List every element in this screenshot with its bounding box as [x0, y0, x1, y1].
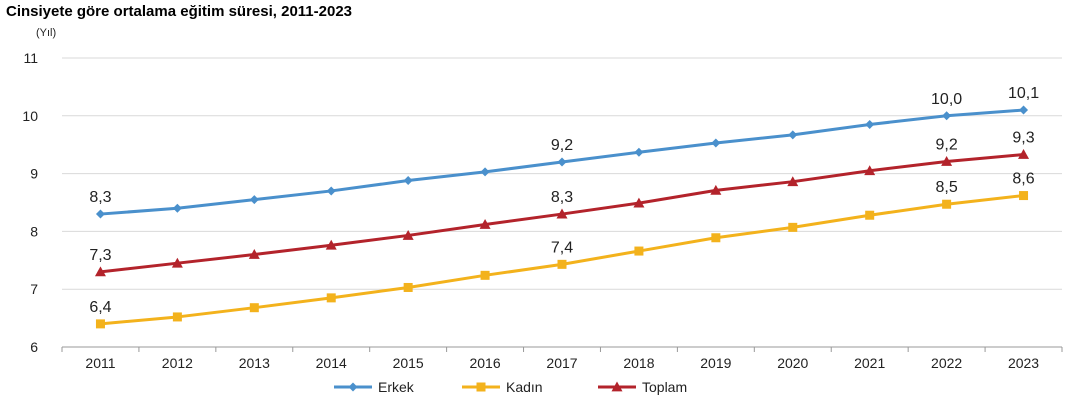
- y-tick-label: 9: [30, 166, 38, 182]
- data-point-erkek: [634, 147, 644, 157]
- data-point-toplam: [248, 249, 260, 259]
- x-tick-label: 2018: [623, 355, 654, 371]
- data-point-kad-n: [557, 259, 567, 269]
- legend: Erkek Kadın Toplam: [334, 379, 687, 395]
- data-point-kad-n: [711, 233, 721, 243]
- x-tick-label: 2021: [854, 355, 885, 371]
- data-point-erkek: [326, 186, 336, 196]
- x-tick-label: 2023: [1008, 355, 1039, 371]
- y-tick-label: 6: [30, 339, 38, 355]
- data-point-kad-n: [480, 270, 490, 280]
- data-point-toplam: [325, 239, 337, 250]
- x-tick-label: 2016: [469, 355, 500, 371]
- data-point-erkek: [480, 167, 490, 177]
- data-label-erkek: 10,0: [931, 91, 962, 108]
- data-point-kad-n: [1019, 191, 1029, 201]
- y-tick-label: 10: [22, 108, 38, 124]
- data-point-toplam: [941, 155, 953, 166]
- x-tick-label: 2017: [546, 355, 577, 371]
- legend-label-erkek: Erkek: [378, 379, 415, 395]
- data-point-erkek: [942, 111, 952, 121]
- gridlines: [62, 57, 1062, 290]
- data-label-toplam: 7,3: [89, 247, 111, 264]
- legend-label-toplam: Toplam: [642, 379, 687, 395]
- legend-marker-erkek: [348, 382, 358, 392]
- legend-marker-kad-n: [476, 382, 486, 392]
- data-point-kad-n: [249, 303, 259, 313]
- x-tick-label: 2020: [777, 355, 808, 371]
- data-point-kad-n: [865, 210, 875, 220]
- legend-item-kad-n: Kadın: [462, 379, 543, 395]
- data-label-kad-n: 8,6: [1012, 171, 1034, 188]
- data-point-erkek: [557, 157, 567, 167]
- data-label-toplam: 9,3: [1012, 130, 1034, 147]
- x-tick-label: 2014: [316, 355, 347, 371]
- x-tick-label: 2011: [85, 355, 115, 371]
- data-point-erkek: [249, 195, 259, 205]
- data-point-kad-n: [403, 282, 413, 292]
- data-point-kad-n: [95, 319, 105, 329]
- data-point-kad-n: [942, 199, 952, 209]
- chart-title: Cinsiyete göre ortalama eğitim süresi, 2…: [6, 3, 353, 20]
- y-axis-label: (Yıl): [36, 27, 56, 39]
- data-point-toplam: [787, 176, 799, 187]
- y-tick-label: 8: [30, 223, 38, 239]
- data-label-toplam: 9,2: [935, 136, 957, 153]
- data-point-toplam: [1018, 149, 1030, 159]
- x-tick-label: 2013: [239, 355, 270, 371]
- data-point-toplam: [171, 257, 183, 268]
- legend-item-toplam: Toplam: [598, 379, 687, 395]
- data-point-toplam: [94, 266, 106, 277]
- data-point-erkek: [711, 138, 721, 148]
- data-label-toplam: 8,3: [551, 189, 573, 206]
- x-tick-label: 2015: [393, 355, 424, 371]
- data-point-erkek: [95, 209, 105, 219]
- legend-marker-toplam: [611, 381, 623, 392]
- data-point-kad-n: [788, 222, 798, 232]
- data-point-kad-n: [172, 312, 182, 322]
- y-tick-label: 11: [23, 50, 38, 66]
- data-point-toplam: [864, 165, 876, 176]
- data-labels: 8,3 9,2 10,0 10,1 6,4 7,4 8,5 8,6 7,3 8,3 9,2 9,3: [89, 85, 1039, 316]
- series-lines: [94, 105, 1030, 329]
- data-point-toplam: [633, 197, 645, 208]
- data-point-kad-n: [634, 246, 644, 256]
- data-label-kad-n: 8,5: [935, 179, 957, 196]
- data-point-toplam: [402, 229, 414, 240]
- data-label-erkek: 10,1: [1008, 85, 1039, 102]
- x-tick-label: 2022: [931, 355, 962, 371]
- x-tick-label: 2012: [162, 355, 193, 371]
- legend-label-kad-n: Kadın: [506, 379, 543, 395]
- data-point-erkek: [172, 203, 182, 213]
- data-point-toplam: [479, 218, 491, 229]
- data-label-erkek: 9,2: [551, 137, 573, 154]
- data-point-erkek: [865, 119, 875, 129]
- data-label-erkek: 8,3: [89, 189, 111, 206]
- data-label-kad-n: 7,4: [551, 239, 573, 256]
- x-tick-label: 2019: [700, 355, 731, 371]
- data-point-toplam: [556, 208, 568, 219]
- data-point-erkek: [1019, 105, 1029, 115]
- data-point-toplam: [710, 184, 722, 195]
- legend-item-erkek: Erkek: [334, 379, 415, 395]
- axes: 6 7 8 9 10 11 (Yıl) 2011 2012 2013 2014 2015 2016 201…: [22, 27, 1063, 371]
- data-point-kad-n: [326, 293, 336, 303]
- y-tick-label: 7: [30, 281, 38, 297]
- data-label-kad-n: 6,4: [89, 299, 111, 316]
- data-point-erkek: [788, 130, 798, 140]
- data-point-erkek: [403, 176, 413, 186]
